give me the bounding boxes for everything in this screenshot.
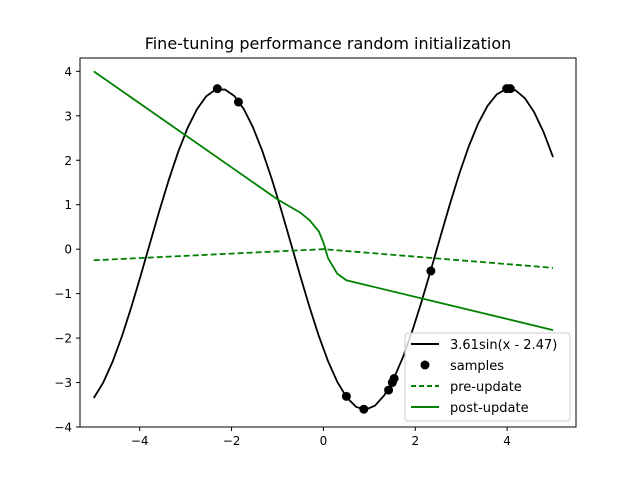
post-update-line bbox=[93, 70, 554, 331]
y-tick-label: −1 bbox=[54, 287, 72, 301]
y-tick-label: −4 bbox=[54, 421, 72, 435]
sample-point bbox=[233, 97, 243, 107]
series-layer bbox=[93, 70, 554, 414]
y-tick-label: −3 bbox=[54, 376, 72, 390]
legend-box bbox=[404, 332, 571, 422]
x-tick-label: 2 bbox=[411, 434, 419, 448]
legend-samples-swatch bbox=[420, 360, 430, 370]
legend-true-function-label: 3.61sin(x - 2.47) bbox=[450, 338, 557, 353]
y-axis: −4 −3 −2 −1 0 1 2 3 4 bbox=[54, 65, 80, 435]
sample-point bbox=[341, 391, 351, 401]
y-tick-label: 3 bbox=[64, 109, 72, 123]
y-tick-label: 4 bbox=[64, 65, 72, 79]
sample-point bbox=[212, 84, 222, 94]
true-function-line bbox=[93, 88, 554, 411]
x-tick-label: 4 bbox=[503, 434, 511, 448]
legend: 3.61sin(x - 2.47) samples pre-update pos… bbox=[404, 332, 571, 422]
legend-samples-label: samples bbox=[450, 359, 504, 374]
y-tick-label: 0 bbox=[64, 243, 72, 257]
plot-area bbox=[79, 57, 577, 428]
pre-update-line bbox=[93, 248, 554, 269]
x-tick-label: −4 bbox=[131, 434, 149, 448]
sample-point bbox=[384, 385, 394, 395]
x-axis: −4 −2 0 2 4 bbox=[131, 427, 511, 448]
sample-point bbox=[389, 374, 399, 384]
sample-point bbox=[426, 266, 436, 276]
legend-post-update-label: post-update bbox=[450, 401, 529, 416]
x-tick-label: −2 bbox=[223, 434, 241, 448]
y-tick-label: 2 bbox=[64, 154, 72, 168]
legend-pre-update-label: pre-update bbox=[450, 380, 522, 395]
sample-point bbox=[505, 84, 515, 94]
y-tick-label: 1 bbox=[64, 198, 72, 212]
sample-point bbox=[359, 404, 369, 414]
axes-frame bbox=[79, 57, 577, 428]
chart-title: Fine-tuning performance random initializ… bbox=[145, 34, 512, 53]
x-tick-label: 0 bbox=[320, 434, 328, 448]
y-tick-label: −2 bbox=[54, 332, 72, 346]
